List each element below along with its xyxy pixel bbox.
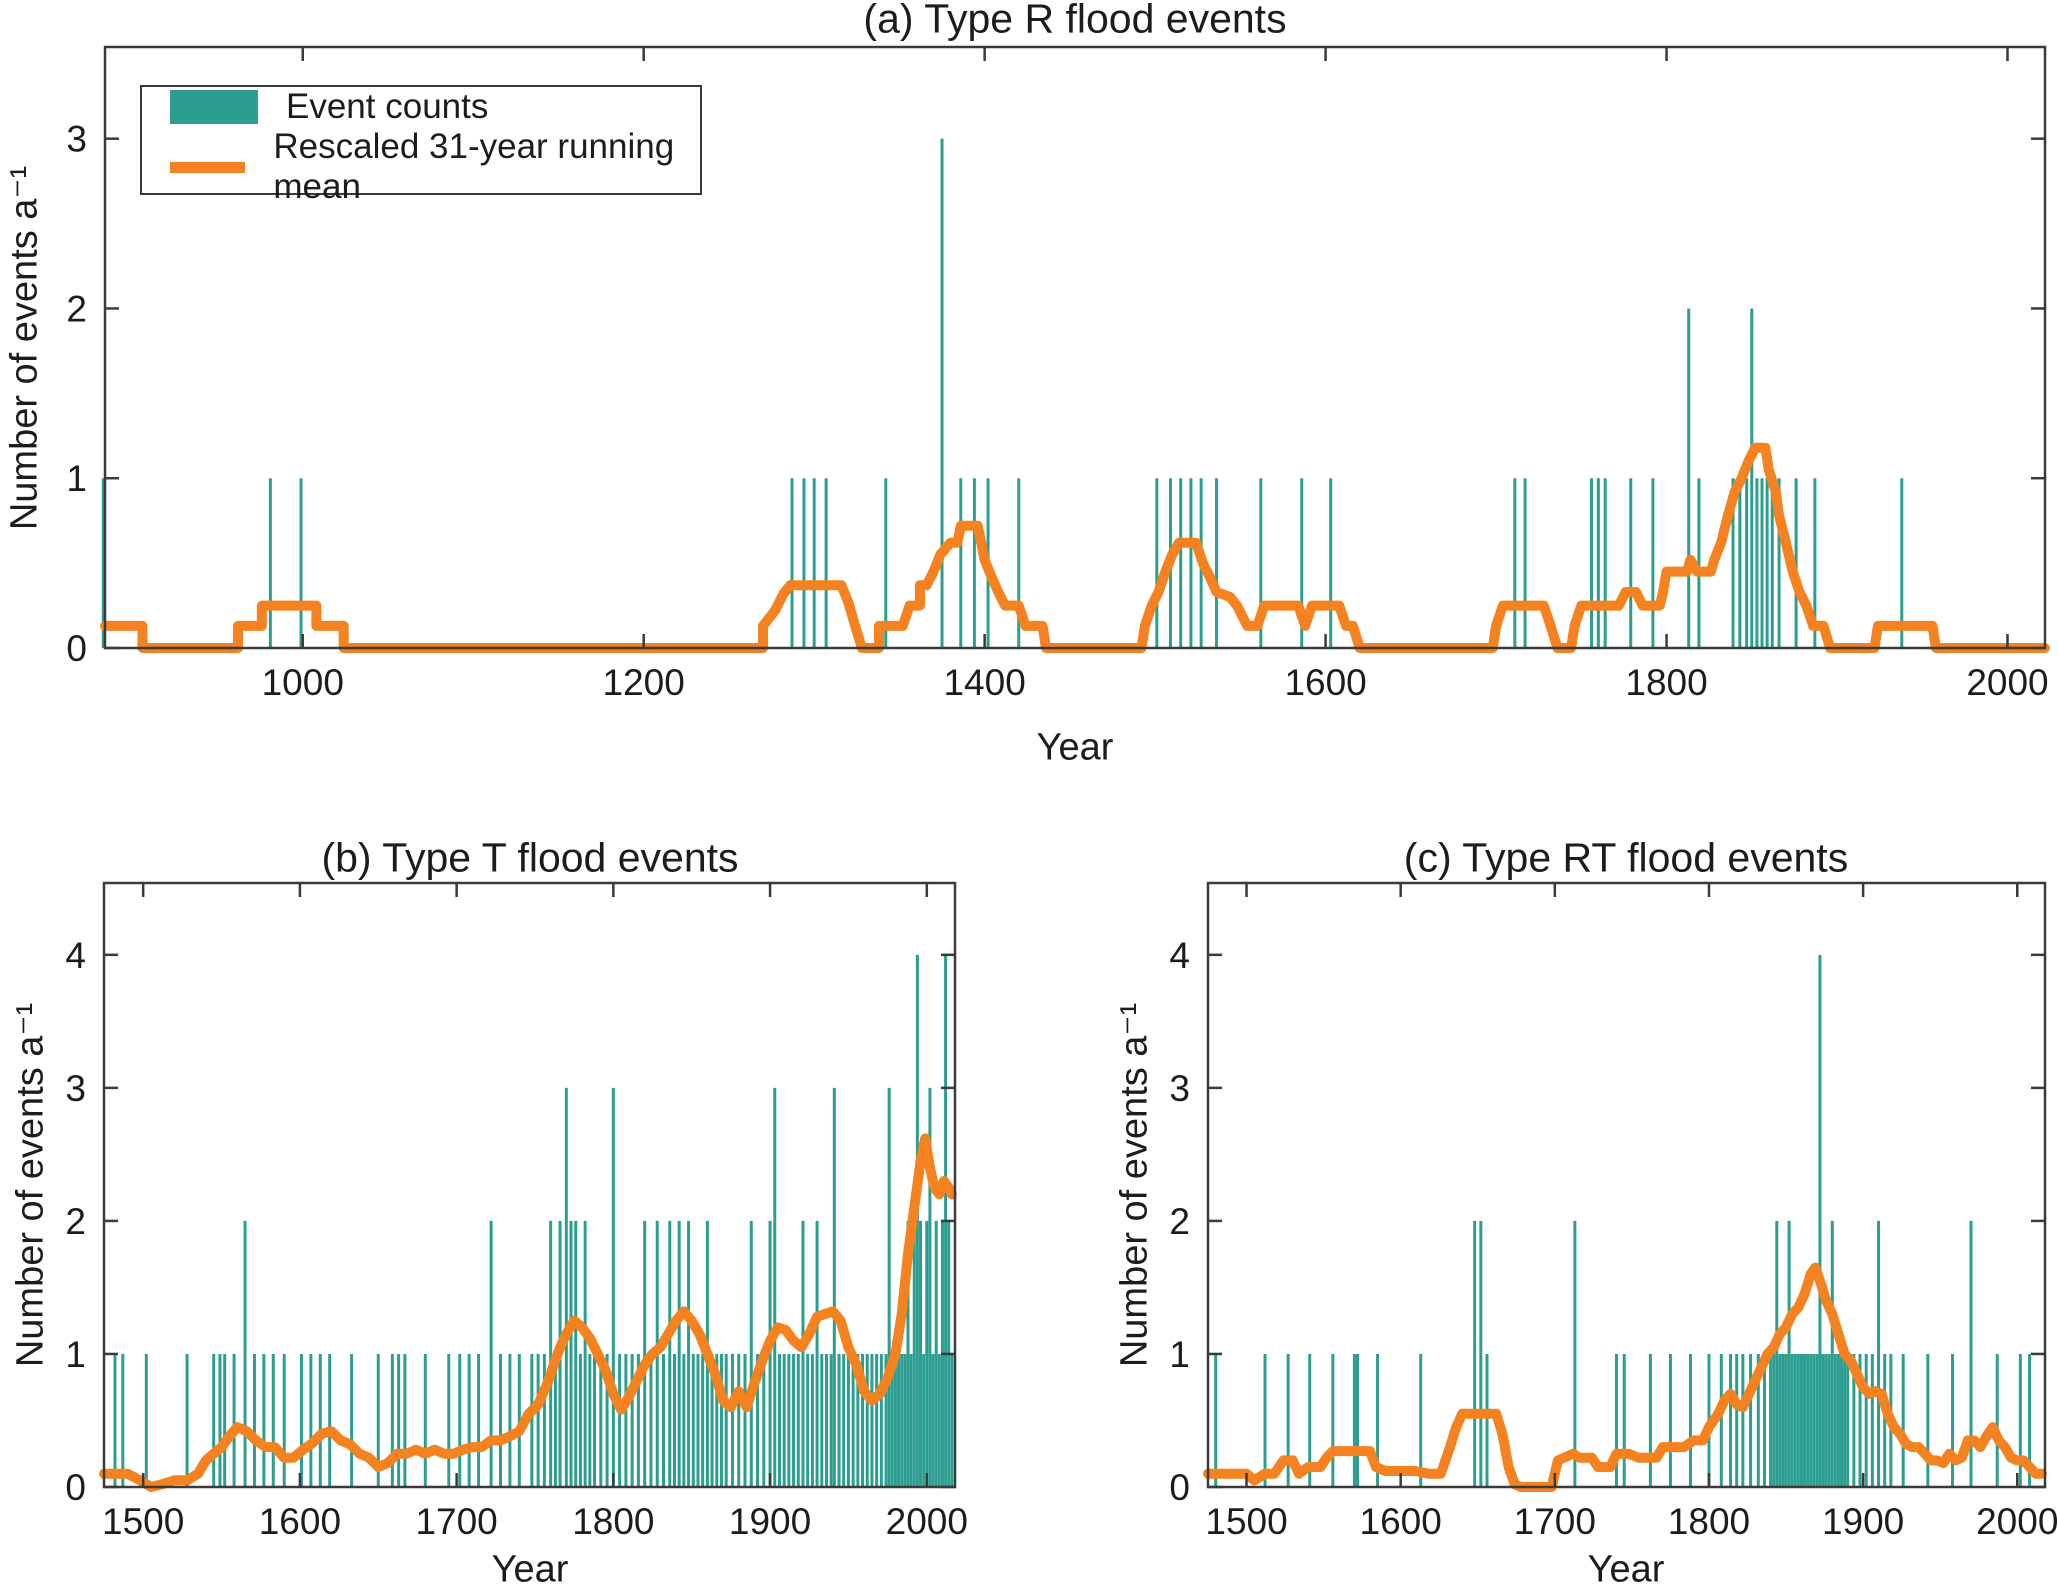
x-tick-label: 1200 xyxy=(603,662,685,703)
x-tick-label: 2000 xyxy=(1976,1501,2058,1542)
y-tick-label: 2 xyxy=(1169,1201,1190,1242)
chart-a-xlabel: Year xyxy=(1036,726,1114,769)
x-tick-label: 1600 xyxy=(259,1501,341,1542)
x-tick-label: 1800 xyxy=(1668,1501,1750,1542)
x-tick-label: 1900 xyxy=(1822,1501,1904,1542)
legend: Event counts Rescaled 31-year running me… xyxy=(140,85,702,206)
y-tick-label: 4 xyxy=(1169,935,1190,976)
x-tick-label: 1700 xyxy=(1514,1501,1596,1542)
chart-c-xlabel: Year xyxy=(1587,1548,1665,1591)
y-tick-label: 0 xyxy=(65,1467,86,1508)
chart-c: 1500 1600 1700 1800 1900 2000 0 1 2 3 4 xyxy=(1169,881,2058,1542)
running-mean-line xyxy=(100,442,2050,653)
x-tick-label: 1400 xyxy=(943,662,1025,703)
y-tick-label: 4 xyxy=(65,935,86,976)
y-tick-label: 0 xyxy=(1169,1467,1190,1508)
y-tick-label: 1 xyxy=(66,458,87,499)
legend-label: Event counts xyxy=(286,87,489,126)
x-tick-label: 2000 xyxy=(886,1501,968,1542)
plot-frame xyxy=(103,45,2047,650)
x-tick-label: 2000 xyxy=(1966,662,2048,703)
y-tick-label: 3 xyxy=(66,119,87,160)
legend-item-running-mean: Rescaled 31-year running mean xyxy=(170,127,700,207)
x-tick-label: 1700 xyxy=(415,1501,497,1542)
y-tick-label: 0 xyxy=(66,628,87,669)
chart-b-title: (b) Type T flood events xyxy=(321,834,739,881)
chart-b-ylabel: Number of events a⁻¹ xyxy=(9,1002,52,1368)
legend-item-event-counts: Event counts xyxy=(170,87,700,127)
running-mean-line xyxy=(99,1133,957,1492)
chart-a: 1000 1200 1400 1600 1800 2000 0 1 2 3 xyxy=(66,45,2050,703)
chart-b-xlabel: Year xyxy=(491,1548,569,1591)
chart-a-title: (a) Type R flood events xyxy=(863,0,1287,42)
y-tick-label: 3 xyxy=(1169,1068,1190,1109)
y-tick-label: 2 xyxy=(65,1201,86,1242)
plot-frame xyxy=(102,881,957,1489)
x-tick-label: 1500 xyxy=(1205,1501,1287,1542)
x-tick-label: 1000 xyxy=(262,662,344,703)
chart-a-ylabel: Number of events a⁻¹ xyxy=(3,165,46,531)
running-mean-swatch xyxy=(170,161,246,173)
x-tick-label: 1600 xyxy=(1360,1501,1442,1542)
chart-b: 1500 1600 1700 1800 1900 2000 0 1 2 3 4 xyxy=(65,881,968,1542)
x-tick-label: 1600 xyxy=(1284,662,1366,703)
running-mean-line xyxy=(1203,1262,2047,1492)
y-tick-label: 3 xyxy=(65,1068,86,1109)
y-tick-label: 2 xyxy=(66,288,87,329)
x-tick-label: 1800 xyxy=(572,1501,654,1542)
x-tick-label: 1500 xyxy=(102,1501,184,1542)
y-tick-label: 1 xyxy=(1169,1334,1190,1375)
y-tick-label: 1 xyxy=(65,1334,86,1375)
chart-c-ylabel: Number of events a⁻¹ xyxy=(1113,1002,1156,1368)
x-tick-label: 1800 xyxy=(1625,662,1707,703)
legend-label: Rescaled 31-year running mean xyxy=(273,127,675,206)
chart-c-title: (c) Type RT flood events xyxy=(1403,834,1849,881)
plot-frame xyxy=(1206,881,2047,1489)
event-counts-swatch xyxy=(170,90,258,124)
x-tick-label: 1900 xyxy=(729,1501,811,1542)
